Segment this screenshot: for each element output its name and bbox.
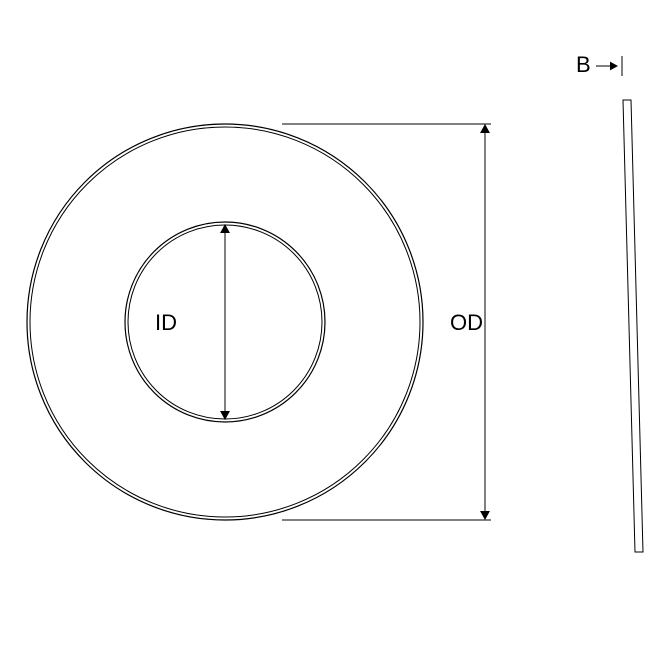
label-od: OD bbox=[450, 310, 483, 335]
label-id: ID bbox=[155, 310, 177, 335]
dimension-id bbox=[220, 224, 230, 420]
washer-diagram: ID OD B bbox=[0, 0, 670, 670]
label-b: B bbox=[576, 52, 591, 77]
washer-side-view bbox=[623, 100, 643, 552]
dimension-b bbox=[596, 56, 622, 76]
